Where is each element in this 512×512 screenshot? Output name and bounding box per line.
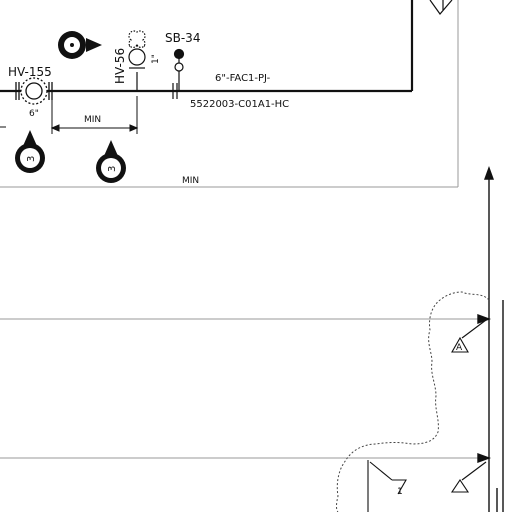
- sb34-tag-label: SB-34: [165, 31, 200, 45]
- callout-bubble-1: 3: [15, 130, 45, 173]
- right-dimension-lines: [477, 165, 504, 512]
- hv155-valve-symbol: [15, 77, 53, 105]
- ground-mark: [450, 461, 487, 493]
- delta-1-label: 1: [397, 487, 403, 497]
- revision-cloud: [336, 291, 490, 512]
- hv155-tag-label: HV-155: [8, 65, 52, 79]
- top-right-partial-symbol: [429, 0, 453, 15]
- process-line: [0, 0, 414, 93]
- sb34-sample-symbol: [173, 48, 185, 91]
- callout-1-text: 3: [26, 156, 37, 162]
- delta-mark-1: [367, 460, 407, 512]
- min-dimension: [50, 96, 139, 134]
- spec-break-marks: [172, 83, 178, 99]
- callout-bubble-top: [58, 31, 102, 59]
- callout-bubble-2: 3: [96, 140, 126, 183]
- hv56-branch-symbol: [128, 30, 146, 91]
- hv155-size-label: 6": [29, 109, 39, 119]
- hv56-tag-label: HV-56: [113, 48, 127, 84]
- line-spec-label: 6"-FAC1-PJ-: [215, 73, 271, 84]
- min-dimension-label: MIN: [84, 115, 101, 125]
- delta-mark-a: [451, 319, 487, 353]
- min-lower-label: MIN: [182, 176, 199, 186]
- delta-a-label: A: [456, 343, 463, 353]
- callout-2-text: 3: [107, 166, 118, 172]
- sheet-frame: [0, 0, 488, 459]
- line-number-label: 5522003-C01A1-HC: [190, 99, 289, 110]
- hv56-size-label: 1": [151, 54, 161, 64]
